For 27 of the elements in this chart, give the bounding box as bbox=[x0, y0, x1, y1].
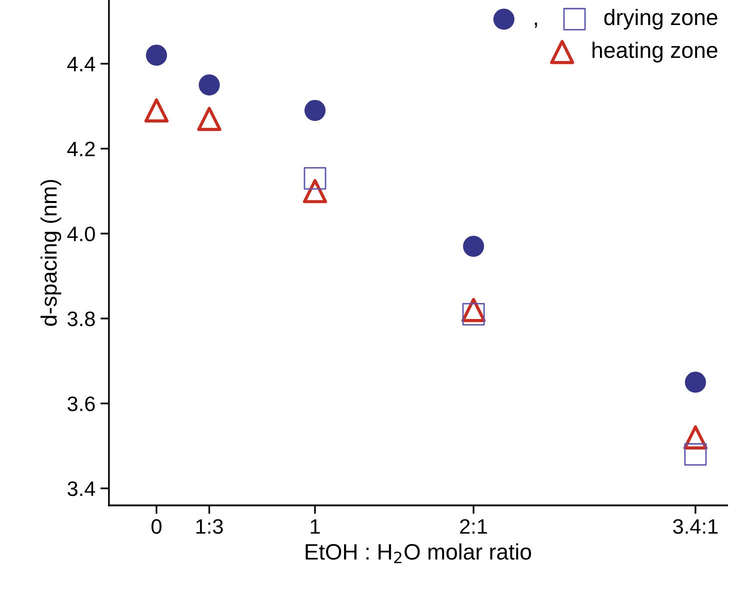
y-tick-label: 3.4 bbox=[68, 481, 96, 496]
legend-label: drying zone bbox=[604, 8, 718, 30]
y-tick-label: 4.2 bbox=[67, 142, 95, 156]
point bbox=[684, 372, 706, 393]
x-tick-label: 0 bbox=[152, 519, 162, 534]
y-tick-label: 4.4 bbox=[67, 56, 96, 72]
x-tick-label: 3.4:1 bbox=[673, 519, 718, 534]
point bbox=[302, 179, 328, 204]
point bbox=[304, 167, 326, 190]
x-tick-label: 1:3 bbox=[196, 519, 223, 534]
legend-label: heating zone bbox=[592, 42, 718, 62]
legend-label: , bbox=[534, 22, 537, 28]
x-tick-label: 2:1 bbox=[460, 519, 487, 534]
point bbox=[462, 303, 485, 326]
point bbox=[197, 106, 222, 131]
x-tick-label: 1 bbox=[310, 519, 320, 534]
y-axis-title: d-spacing (nm) bbox=[40, 180, 62, 326]
point bbox=[304, 100, 326, 121]
x-axis-title: EtOH : H$_{2}$O molar ratio bbox=[306, 543, 532, 564]
point bbox=[146, 44, 168, 66]
point bbox=[684, 443, 707, 466]
y-tick-label: 3.6 bbox=[68, 396, 95, 412]
point bbox=[144, 98, 169, 122]
y-tick-label: 3.8 bbox=[68, 312, 95, 326]
y-tick-label: 4.0 bbox=[67, 226, 95, 242]
point bbox=[198, 74, 220, 96]
point bbox=[463, 236, 484, 257]
